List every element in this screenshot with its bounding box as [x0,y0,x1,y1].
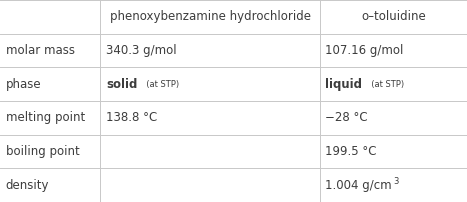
Text: −28 °C: −28 °C [325,111,368,124]
Text: (at STP): (at STP) [366,80,404,89]
Text: solid: solid [106,78,137,91]
Text: melting point: melting point [6,111,85,124]
Text: liquid: liquid [325,78,362,91]
Text: phase: phase [6,78,41,91]
Text: 3: 3 [393,177,398,186]
Text: (at STP): (at STP) [141,80,179,89]
Text: boiling point: boiling point [6,145,79,158]
Text: 138.8 °C: 138.8 °C [106,111,157,124]
Text: o–toluidine: o–toluidine [361,10,426,23]
Text: 199.5 °C: 199.5 °C [325,145,377,158]
Text: 107.16 g/mol: 107.16 g/mol [325,44,404,57]
Text: density: density [6,179,49,192]
Text: phenoxybenzamine hydrochloride: phenoxybenzamine hydrochloride [110,10,311,23]
Text: 1.004 g/cm: 1.004 g/cm [325,179,392,192]
Text: 340.3 g/mol: 340.3 g/mol [106,44,177,57]
Text: molar mass: molar mass [6,44,75,57]
